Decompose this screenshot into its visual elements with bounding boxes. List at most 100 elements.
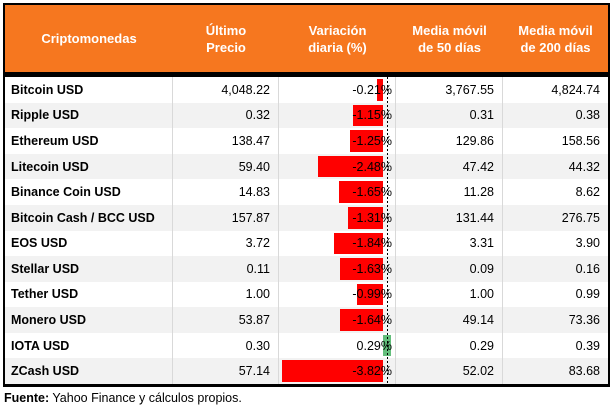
ma50-cell: 11.28 bbox=[396, 179, 503, 205]
crypto-name-cell: EOS USD bbox=[5, 230, 173, 257]
ma50-cell: 0.29 bbox=[396, 332, 503, 359]
ma200-cell: 3.90 bbox=[575, 236, 600, 251]
table-body: Bitcoin USD 4,048.22 -0.21% 3,767.55 4,8… bbox=[5, 77, 608, 384]
daily-variation-cell: -3.82% bbox=[279, 358, 396, 384]
daily-variation-cell: -1.65% bbox=[279, 179, 396, 205]
crypto-name-cell: IOTA USD bbox=[5, 332, 173, 359]
table-row: EOS USD 3.72 -1.84% 3.31 3.90 bbox=[5, 230, 608, 257]
crypto-name-cell: Tether USD bbox=[5, 281, 173, 308]
source-text: Yahoo Finance y cálculos propios. bbox=[49, 391, 242, 405]
variation-value: -1.63% bbox=[352, 261, 392, 276]
header-label-line1: Media móvil bbox=[412, 22, 487, 38]
daily-variation-cell: -1.64% bbox=[279, 307, 396, 333]
crypto-name-cell: Binance Coin USD bbox=[5, 179, 173, 205]
last-price-cell: 157.87 bbox=[173, 204, 279, 231]
ma50-cell: 1.00 bbox=[396, 281, 503, 308]
variation-value: -1.84% bbox=[352, 236, 392, 251]
variation-databar bbox=[334, 232, 383, 255]
table-row: Binance Coin USD 14.83 -1.65% 11.28 8.62 bbox=[5, 179, 608, 205]
ma50-cell: 3.31 bbox=[396, 230, 503, 257]
last-price-cell: 53.87 bbox=[173, 307, 279, 333]
table-row: Litecoin USD 59.40 -2.48% 47.42 44.32 bbox=[5, 153, 608, 180]
header-label: Criptomonedas bbox=[41, 31, 137, 46]
ma200-cell: 4,824.74 bbox=[551, 82, 600, 97]
crypto-name-cell: Ethereum USD bbox=[5, 128, 173, 154]
header-media-movil-200: Media móvil de 200 días bbox=[503, 5, 608, 72]
variation-value: -1.31% bbox=[352, 210, 392, 225]
header-media-movil-50: Media móvil de 50 días bbox=[396, 5, 503, 72]
variation-databar bbox=[340, 258, 383, 280]
ma200-cell: 0.39 bbox=[575, 338, 600, 353]
variation-value: -0.21% bbox=[352, 82, 392, 97]
header-label-line1: Último bbox=[205, 22, 247, 38]
variation-value: -1.64% bbox=[352, 313, 392, 328]
table-row: Bitcoin USD 4,048.22 -0.21% 3,767.55 4,8… bbox=[5, 77, 608, 103]
variation-databar bbox=[353, 104, 383, 127]
ma50-cell: 0.31 bbox=[396, 102, 503, 129]
ma200-cell: 0.16 bbox=[575, 261, 600, 276]
crypto-name-cell: Litecoin USD bbox=[5, 153, 173, 180]
ma200-cell: 8.62 bbox=[575, 185, 600, 200]
variation-value: -0.99% bbox=[352, 287, 392, 302]
last-price-cell: 14.83 bbox=[173, 179, 279, 205]
table-row: Monero USD 53.87 -1.64% 49.14 73.36 bbox=[5, 307, 608, 333]
ma50-cell: 129.86 bbox=[396, 128, 503, 154]
databar-zero-axis bbox=[387, 77, 388, 384]
variation-value: 0.29% bbox=[356, 338, 392, 353]
header-label-line2: de 50 días bbox=[418, 39, 481, 55]
ma200-cell: 44.32 bbox=[568, 159, 600, 174]
table-row: Bitcoin Cash / BCC USD 157.87 -1.31% 131… bbox=[5, 204, 608, 231]
table-row: ZCash USD 57.14 -3.82% 52.02 83.68 bbox=[5, 358, 608, 384]
source-label: Fuente: bbox=[4, 391, 50, 405]
daily-variation-cell: -1.15% bbox=[279, 102, 396, 129]
table-header-row: Criptomonedas Último Precio Variación di… bbox=[5, 5, 608, 77]
last-price-cell: 3.72 bbox=[173, 230, 279, 257]
last-price-cell: 0.11 bbox=[173, 256, 279, 282]
crypto-name-cell: Bitcoin USD bbox=[5, 77, 173, 103]
header-label-line2: de 200 días bbox=[520, 39, 591, 55]
ma50-cell: 3,767.55 bbox=[396, 77, 503, 103]
ma200-cell: 0.38 bbox=[575, 108, 600, 123]
daily-variation-cell: -2.48% bbox=[279, 153, 396, 180]
daily-variation-cell: -1.84% bbox=[279, 230, 396, 257]
variation-databar bbox=[357, 283, 383, 306]
last-price-cell: 0.30 bbox=[173, 332, 279, 359]
crypto-name-cell: Bitcoin Cash / BCC USD bbox=[5, 204, 173, 231]
last-price-cell: 59.40 bbox=[173, 153, 279, 180]
table-row: Ripple USD 0.32 -1.15% 0.31 0.38 bbox=[5, 102, 608, 129]
table-row: Stellar USD 0.11 -1.63% 0.09 0.16 bbox=[5, 256, 608, 282]
daily-variation-cell: -0.99% bbox=[279, 281, 396, 308]
header-criptomonedas: Criptomonedas bbox=[5, 5, 173, 72]
header-label-line2: diaria (%) bbox=[308, 39, 367, 55]
variation-databar bbox=[339, 181, 383, 203]
daily-variation-cell: -0.21% bbox=[279, 77, 396, 103]
variation-databar bbox=[340, 309, 383, 331]
header-variacion-diaria: Variación diaria (%) bbox=[279, 5, 396, 72]
daily-variation-cell: -1.25% bbox=[279, 128, 396, 154]
crypto-name-cell: ZCash USD bbox=[5, 358, 173, 384]
last-price-cell: 138.47 bbox=[173, 128, 279, 154]
crypto-name-cell: Monero USD bbox=[5, 307, 173, 333]
ma50-cell: 47.42 bbox=[396, 153, 503, 180]
source-note: Fuente: Yahoo Finance y cálculos propios… bbox=[3, 391, 610, 405]
variation-databar bbox=[318, 155, 383, 178]
variation-value: -2.48% bbox=[352, 159, 392, 174]
daily-variation-cell: 0.29% bbox=[279, 332, 396, 359]
header-label-line1: Media móvil bbox=[518, 22, 593, 38]
variation-databar bbox=[350, 130, 383, 152]
header-ultimo-precio: Último Precio bbox=[173, 5, 279, 72]
last-price-cell: 57.14 bbox=[173, 358, 279, 384]
variation-value: -3.82% bbox=[352, 364, 392, 379]
header-label-line1: Variación bbox=[308, 22, 367, 38]
variation-value: -1.15% bbox=[352, 108, 392, 123]
ma200-cell: 83.68 bbox=[568, 364, 600, 379]
ma200-cell: 73.36 bbox=[568, 313, 600, 328]
variation-value: -1.65% bbox=[352, 185, 392, 200]
table-row: IOTA USD 0.30 0.29% 0.29 0.39 bbox=[5, 332, 608, 359]
last-price-cell: 0.32 bbox=[173, 102, 279, 129]
crypto-name-cell: Stellar USD bbox=[5, 256, 173, 282]
crypto-name-cell: Ripple USD bbox=[5, 102, 173, 129]
daily-variation-cell: -1.31% bbox=[279, 204, 396, 231]
ma50-cell: 0.09 bbox=[396, 256, 503, 282]
